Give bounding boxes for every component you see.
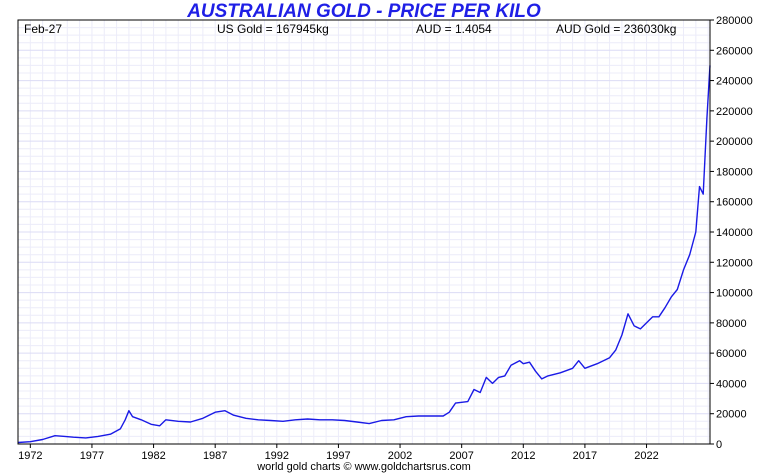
y-tick-label: 0: [716, 439, 722, 451]
y-tick-label: 120000: [716, 257, 753, 269]
y-tick-label: 20000: [716, 409, 747, 421]
x-tick-label: 1972: [18, 450, 42, 462]
y-tick-label: 80000: [716, 318, 747, 330]
x-tick-label: 1982: [141, 450, 165, 462]
y-tick-label: 160000: [716, 197, 753, 209]
x-tick-label: 1992: [265, 450, 289, 462]
x-tick-label: 2012: [511, 450, 535, 462]
x-tick-label: 1987: [203, 450, 227, 462]
y-tick-label: 220000: [716, 106, 753, 118]
x-tick-label: 2002: [388, 450, 412, 462]
x-tick-label: 2022: [634, 450, 658, 462]
chart-title: AUSTRALIAN GOLD - PRICE PER KILO: [187, 1, 541, 22]
x-tick-label: 1997: [326, 450, 350, 462]
series-line: [17, 65, 711, 444]
x-tick-label: 1977: [80, 450, 104, 462]
y-tick-label: 180000: [716, 166, 753, 178]
header-us-gold: US Gold = 167945kg: [217, 22, 329, 36]
y-axis-ticks: 0 20000 40000 60000 80000 100000 120000 140000 1…: [710, 15, 753, 451]
y-tick-label: 100000: [716, 288, 753, 300]
header-aud-rate: AUD = 1.4054: [416, 22, 492, 36]
y-tick-label: 60000: [716, 348, 747, 360]
header-date: Feb-27: [24, 22, 63, 36]
x-tick-label: 2007: [449, 450, 473, 462]
header-aud-gold: AUD Gold = 236030kg: [556, 22, 677, 36]
y-tick-label: 40000: [716, 378, 747, 390]
y-tick-label: 280000: [716, 15, 753, 27]
series-group: [17, 65, 711, 444]
x-axis-ticks: 1972 1977 1982 1987 1992 1997 2002 2007 2012 2017…: [18, 444, 659, 462]
footer-source: world gold charts © www.goldchartsrus.co…: [257, 461, 471, 473]
y-tick-label: 200000: [716, 136, 753, 148]
y-tick-label: 240000: [716, 76, 753, 88]
x-tick-label: 2017: [573, 450, 597, 462]
y-tick-label: 140000: [716, 227, 753, 239]
y-tick-label: 260000: [716, 45, 753, 57]
